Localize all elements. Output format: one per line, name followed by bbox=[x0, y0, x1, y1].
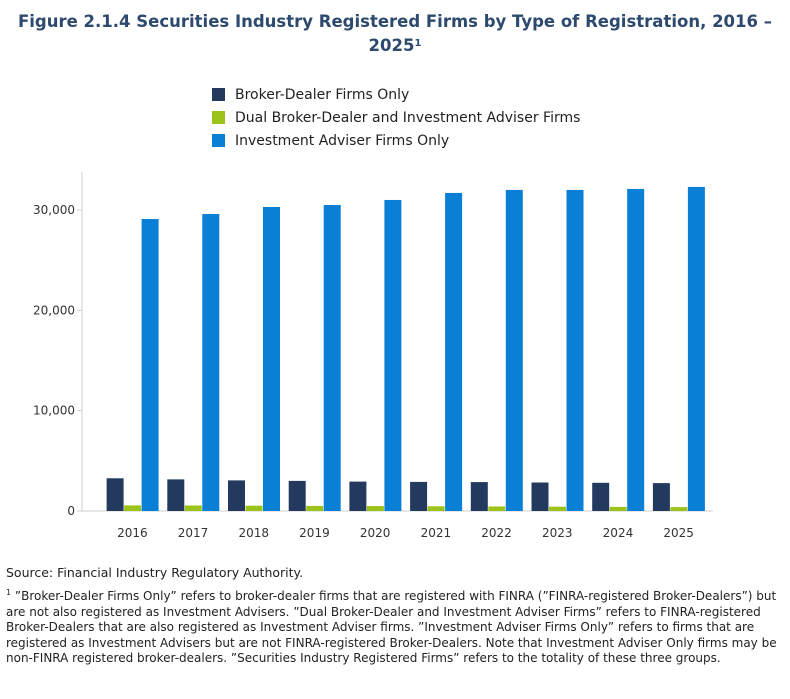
bar-2020-series-3 bbox=[384, 199, 402, 511]
bar-2016-series-1 bbox=[106, 478, 124, 511]
bar-2018-series-3 bbox=[263, 206, 280, 512]
x-tick-label: 2018 bbox=[238, 526, 269, 540]
y-tick-label: 0 bbox=[67, 504, 75, 518]
x-tick-label: 2022 bbox=[481, 526, 512, 540]
bar-2023-series-2 bbox=[549, 506, 566, 511]
bar-2018-series-1 bbox=[228, 480, 245, 511]
bar-2023-series-1 bbox=[531, 482, 549, 511]
legend-item-dual: Dual Broker-Dealer and Investment Advise… bbox=[212, 106, 580, 129]
bar-2025-series-1 bbox=[652, 483, 670, 511]
bar-2022-series-1 bbox=[470, 482, 488, 511]
bar-2018-series-2 bbox=[245, 505, 263, 511]
x-tick-label: 2019 bbox=[299, 526, 330, 540]
bar-2016-series-3 bbox=[141, 219, 159, 511]
chart-title-text: Figure 2.1.4 Securities Industry Registe… bbox=[18, 12, 772, 55]
footnote: 1 ”Broker-Dealer Firms Only” refers to b… bbox=[6, 585, 786, 667]
x-tick-label: 2024 bbox=[603, 526, 634, 540]
x-tick-label: 2021 bbox=[421, 526, 452, 540]
bar-chart: 0 10,000 20,000 30,000 2016 2017 2018 2019 2020 2… bbox=[33, 172, 713, 540]
y-tick-label: 10,000 bbox=[33, 404, 75, 418]
bar-2016-series-2 bbox=[124, 505, 142, 511]
x-tick-label: 2020 bbox=[360, 526, 391, 540]
bar-2021-series-1 bbox=[410, 481, 428, 511]
legend-label-dual: Dual Broker-Dealer and Investment Advise… bbox=[235, 109, 581, 126]
bar-2021-series-3 bbox=[445, 192, 463, 511]
bar-2022-series-3 bbox=[505, 189, 523, 511]
footnote-marker: 1 bbox=[6, 588, 12, 597]
bar-2022-series-2 bbox=[488, 506, 506, 511]
legend-item-investment-adviser: Investment Adviser Firms Only bbox=[212, 129, 580, 152]
legend-swatch-investment-adviser bbox=[212, 134, 225, 147]
bar-2019-series-2 bbox=[306, 505, 324, 511]
legend-label-investment-adviser: Investment Adviser Firms Only bbox=[235, 132, 450, 149]
bar-2024-series-1 bbox=[592, 482, 610, 511]
bar-2023-series-3 bbox=[566, 189, 584, 511]
bar-2020-series-2 bbox=[366, 506, 384, 511]
chart-legend: Broker-Dealer Firms Only Dual Broker-Dea… bbox=[212, 83, 580, 152]
chart-title: Figure 2.1.4 Securities Industry Registe… bbox=[0, 10, 790, 58]
legend-label-broker-dealer: Broker-Dealer Firms Only bbox=[235, 86, 410, 103]
x-tick-label: 2023 bbox=[542, 526, 573, 540]
bar-2021-series-2 bbox=[427, 506, 445, 511]
bar-2017-series-3 bbox=[202, 214, 220, 511]
bar-2025-series-3 bbox=[687, 186, 705, 511]
y-tick-label: 20,000 bbox=[33, 303, 75, 317]
legend-swatch-broker-dealer bbox=[212, 88, 225, 101]
source-note: Source: Financial Industry Regulatory Au… bbox=[6, 565, 304, 580]
x-tick-label: 2017 bbox=[178, 526, 209, 540]
y-tick-label: 30,000 bbox=[33, 203, 75, 217]
x-tick-label: 2025 bbox=[663, 526, 694, 540]
legend-swatch-dual bbox=[212, 111, 225, 124]
bar-2019-series-1 bbox=[288, 480, 306, 511]
bar-2024-series-2 bbox=[609, 506, 627, 511]
footnote-text: ”Broker-Dealer Firms Only” refers to bro… bbox=[6, 589, 777, 665]
bar-2017-series-1 bbox=[167, 479, 185, 511]
x-tick-label: 2016 bbox=[117, 526, 148, 540]
bar-2017-series-2 bbox=[184, 505, 202, 511]
legend-item-broker-dealer: Broker-Dealer Firms Only bbox=[212, 83, 580, 106]
title-footnote-marker: 1 bbox=[414, 38, 422, 49]
bar-2025-series-2 bbox=[670, 507, 688, 511]
bar-2024-series-3 bbox=[627, 188, 645, 511]
bar-2019-series-3 bbox=[323, 204, 341, 511]
bar-2020-series-1 bbox=[349, 481, 367, 511]
